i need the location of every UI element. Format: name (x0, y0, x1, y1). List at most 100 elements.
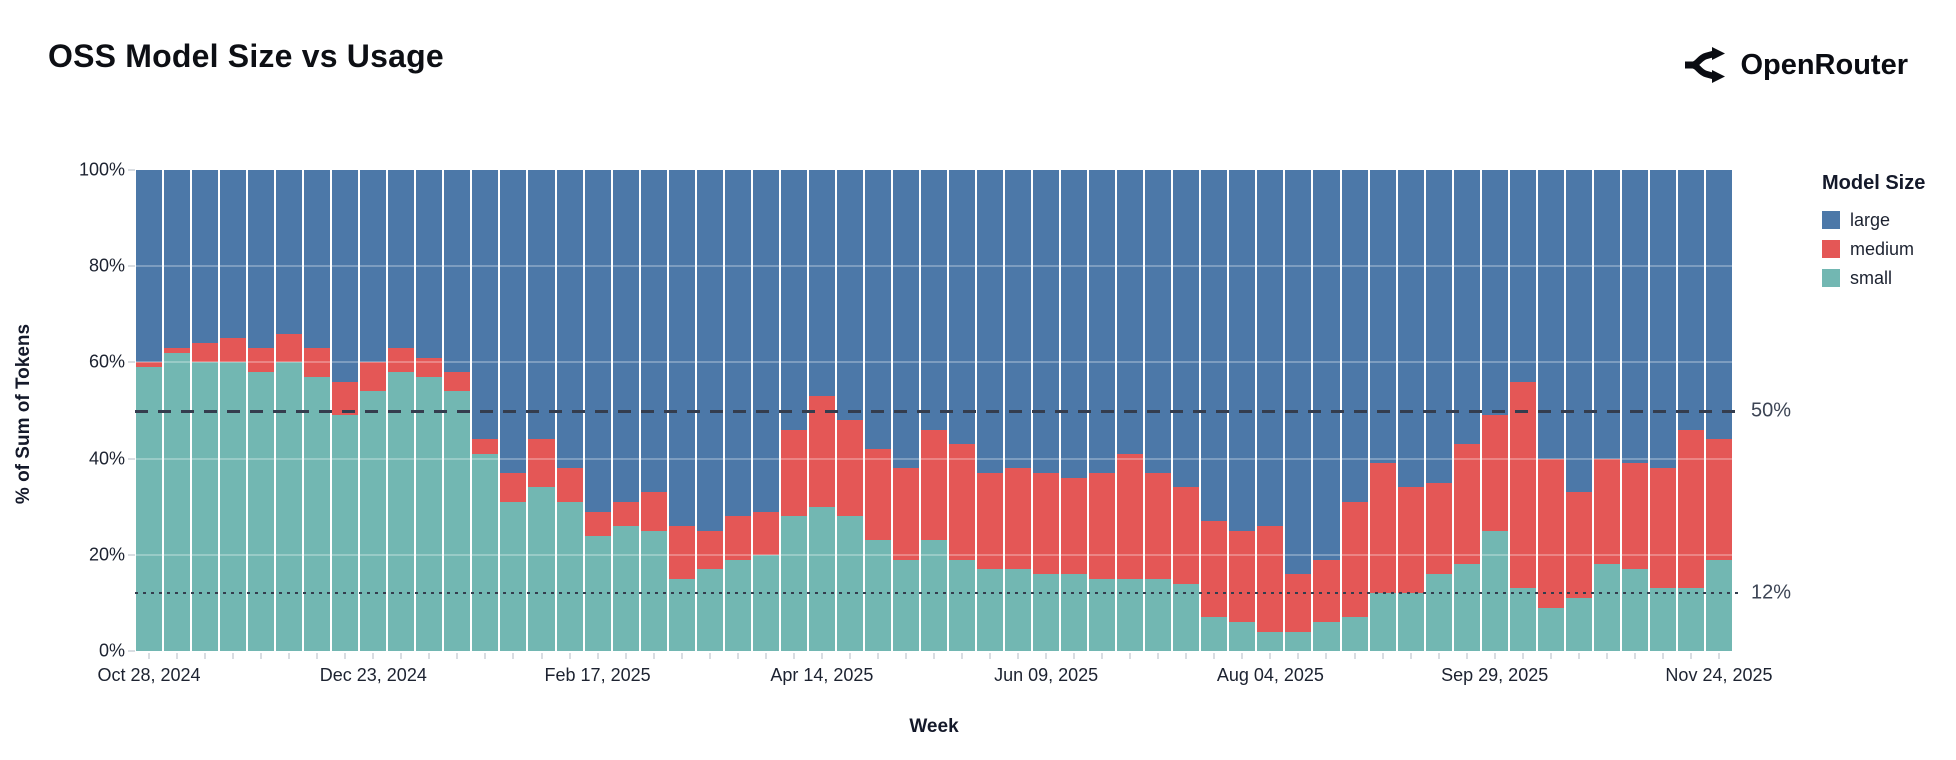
bar-segment-medium[interactable] (892, 468, 919, 560)
bar-segment-medium[interactable] (696, 530, 723, 570)
bar-segment-large[interactable] (1117, 170, 1144, 454)
bar-segment-small[interactable] (444, 391, 471, 651)
bar-segment-medium[interactable] (1621, 463, 1648, 570)
bar-segment-small[interactable] (1397, 593, 1424, 651)
bar-segment-small[interactable] (1201, 617, 1228, 651)
bar-segment-medium[interactable] (864, 449, 891, 541)
bar-segment-small[interactable] (1425, 574, 1452, 651)
bar-segment-large[interactable] (1229, 170, 1256, 531)
bar-segment-large[interactable] (696, 170, 723, 531)
bar-segment-large[interactable] (836, 170, 863, 421)
bar-segment-small[interactable] (1173, 583, 1200, 651)
bar-segment-large[interactable] (752, 170, 779, 512)
bar-segment-large[interactable] (920, 170, 947, 430)
bar-segment-large[interactable] (1649, 170, 1676, 469)
bar-segment-small[interactable] (612, 525, 639, 651)
bar-segment-medium[interactable] (388, 347, 415, 373)
bar-segment-large[interactable] (500, 170, 527, 474)
bar-segment-large[interactable] (1453, 170, 1480, 445)
bar-segment-medium[interactable] (1705, 439, 1732, 560)
bar-segment-medium[interactable] (472, 439, 499, 454)
bar-segment-medium[interactable] (360, 362, 387, 392)
bar-segment-small[interactable] (1257, 631, 1284, 651)
bar-segment-medium[interactable] (1313, 559, 1340, 623)
bar-segment-large[interactable] (612, 170, 639, 502)
bar-segment-large[interactable] (724, 170, 751, 517)
bar-segment-small[interactable] (472, 453, 499, 651)
bar-segment-small[interactable] (640, 530, 667, 651)
bar-segment-medium[interactable] (977, 473, 1004, 570)
bar-segment-medium[interactable] (668, 525, 695, 579)
bar-segment-large[interactable] (304, 170, 331, 348)
bar-segment-medium[interactable] (808, 396, 835, 507)
bar-segment-medium[interactable] (920, 429, 947, 541)
bar-segment-large[interactable] (1677, 170, 1704, 430)
bar-segment-medium[interactable] (724, 516, 751, 560)
bar-segment-medium[interactable] (752, 511, 779, 555)
bar-segment-medium[interactable] (556, 468, 583, 502)
bar-segment-small[interactable] (1677, 588, 1704, 651)
bar-segment-small[interactable] (977, 569, 1004, 651)
bar-segment-small[interactable] (1537, 607, 1564, 651)
bar-segment-large[interactable] (164, 170, 191, 348)
bar-segment-small[interactable] (500, 501, 527, 651)
bar-segment-large[interactable] (1593, 170, 1620, 459)
bar-segment-large[interactable] (640, 170, 667, 493)
bar-segment-small[interactable] (949, 559, 976, 651)
bar-segment-large[interactable] (416, 170, 443, 358)
bar-segment-large[interactable] (1173, 170, 1200, 488)
bar-segment-large[interactable] (332, 170, 359, 382)
bar-segment-medium[interactable] (1677, 429, 1704, 589)
bar-segment-medium[interactable] (1201, 521, 1228, 618)
bar-segment-large[interactable] (780, 170, 807, 430)
bar-segment-small[interactable] (668, 578, 695, 651)
bar-segment-medium[interactable] (220, 338, 247, 363)
bar-segment-medium[interactable] (1593, 458, 1620, 565)
bar-segment-small[interactable] (724, 559, 751, 651)
bar-segment-small[interactable] (864, 540, 891, 651)
bar-segment-small[interactable] (1005, 569, 1032, 651)
bar-segment-medium[interactable] (640, 492, 667, 531)
bar-segment-small[interactable] (192, 362, 219, 651)
bar-segment-small[interactable] (556, 501, 583, 651)
bar-segment-small[interactable] (304, 376, 331, 651)
bar-segment-medium[interactable] (1257, 525, 1284, 632)
bar-segment-large[interactable] (472, 170, 499, 440)
bar-segment-medium[interactable] (1285, 574, 1312, 632)
bar-segment-small[interactable] (1593, 564, 1620, 651)
bar-segment-medium[interactable] (1117, 453, 1144, 579)
bar-segment-small[interactable] (1621, 569, 1648, 651)
bar-segment-small[interactable] (836, 516, 863, 651)
bar-segment-medium[interactable] (1397, 487, 1424, 594)
bar-segment-small[interactable] (1565, 598, 1592, 651)
bar-segment-large[interactable] (1313, 170, 1340, 560)
bar-segment-medium[interactable] (528, 439, 555, 488)
bar-segment-large[interactable] (892, 170, 919, 469)
bar-segment-small[interactable] (1341, 617, 1368, 651)
bar-segment-large[interactable] (1481, 170, 1508, 416)
bar-segment-medium[interactable] (1453, 444, 1480, 565)
bar-segment-small[interactable] (1061, 574, 1088, 651)
bar-segment-medium[interactable] (1061, 477, 1088, 575)
bar-segment-small[interactable] (388, 372, 415, 651)
bar-segment-small[interactable] (1509, 588, 1536, 651)
bar-segment-large[interactable] (1565, 170, 1592, 493)
bar-segment-medium[interactable] (836, 420, 863, 517)
bar-segment-small[interactable] (1481, 530, 1508, 651)
bar-segment-large[interactable] (1621, 170, 1648, 464)
bar-segment-medium[interactable] (276, 333, 303, 363)
bar-segment-medium[interactable] (248, 347, 275, 373)
bar-segment-large[interactable] (192, 170, 219, 344)
bar-segment-large[interactable] (1369, 170, 1396, 464)
bar-segment-small[interactable] (1369, 593, 1396, 651)
bar-segment-large[interactable] (1089, 170, 1116, 474)
bar-segment-small[interactable] (1453, 564, 1480, 651)
bar-segment-medium[interactable] (1425, 482, 1452, 575)
bar-segment-large[interactable] (584, 170, 611, 512)
bar-segment-large[interactable] (556, 170, 583, 469)
bar-segment-large[interactable] (1397, 170, 1424, 488)
bar-segment-small[interactable] (248, 372, 275, 651)
bar-segment-small[interactable] (360, 391, 387, 651)
bar-segment-small[interactable] (1145, 578, 1172, 651)
bar-segment-medium[interactable] (192, 343, 219, 363)
